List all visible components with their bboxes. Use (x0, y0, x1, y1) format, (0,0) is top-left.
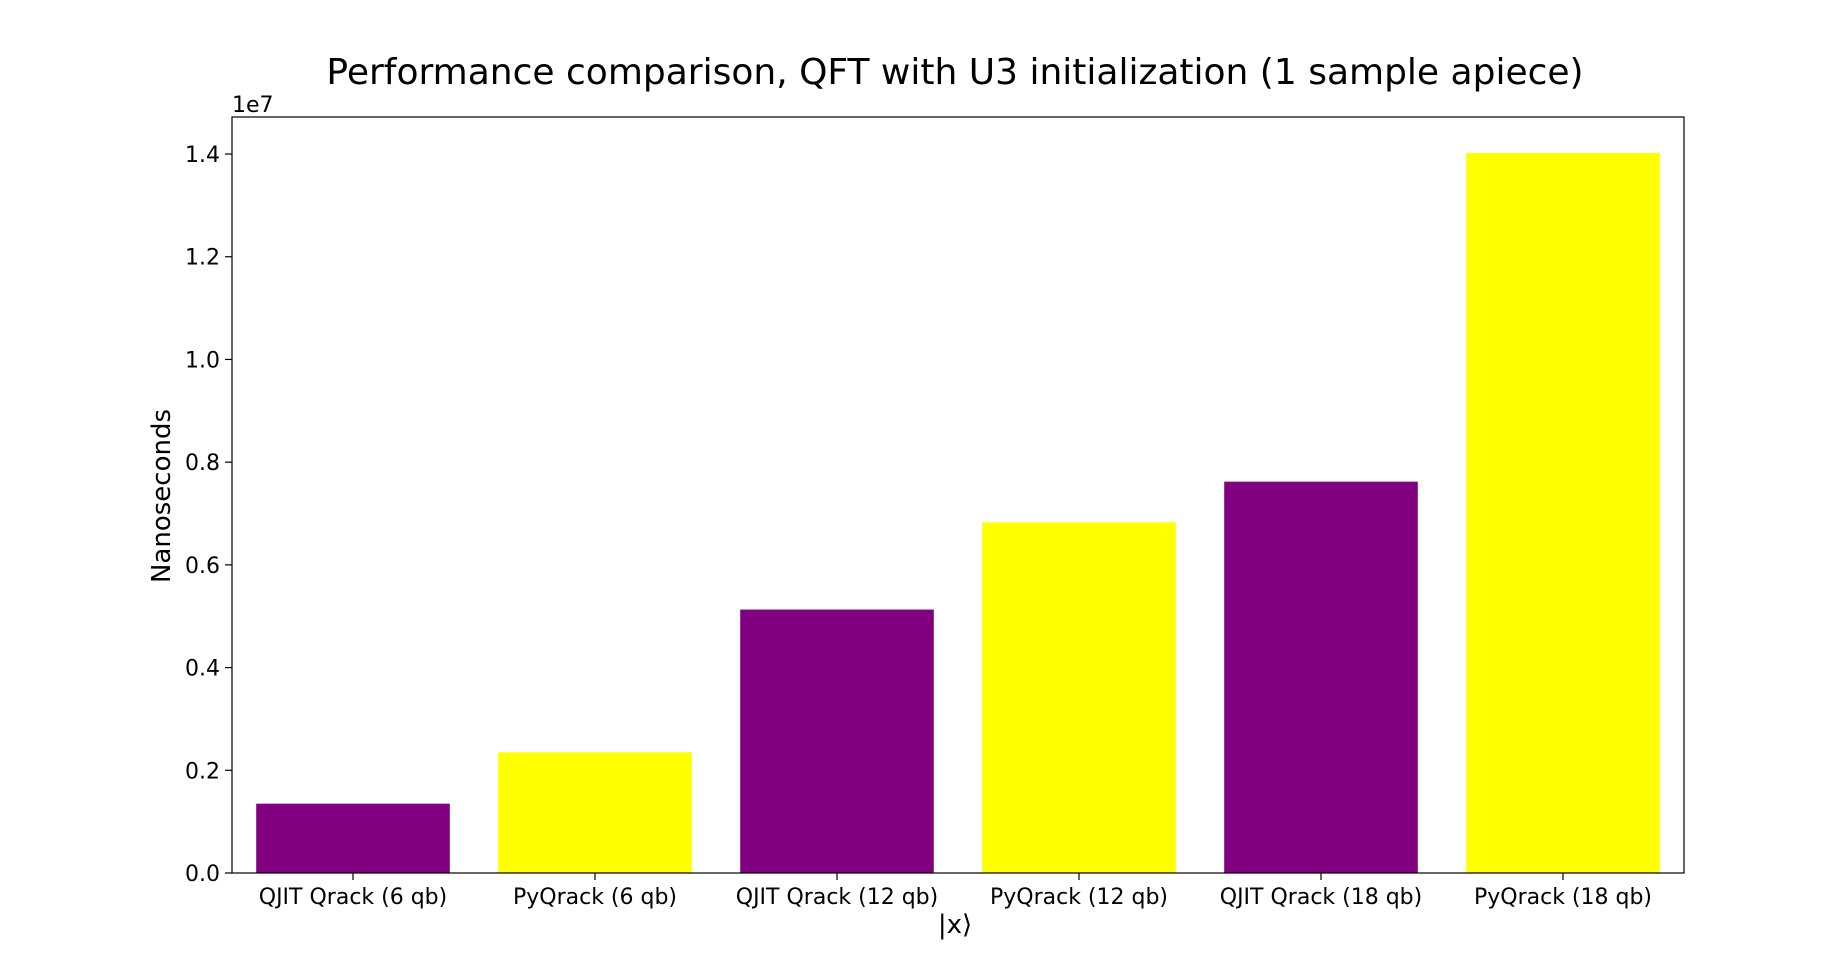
bar (740, 609, 934, 873)
bar (982, 522, 1176, 873)
x-tick-label: PyQrack (6 qb) (513, 885, 677, 910)
y-tick-label: 0.4 (185, 657, 220, 682)
y-offset-label: 1e7 (232, 93, 274, 118)
x-tick-label: PyQrack (12 qb) (990, 885, 1168, 910)
bar (256, 803, 450, 873)
y-axis-label: Nanoseconds (147, 409, 177, 583)
bar (498, 752, 692, 873)
y-tick-label: 0.0 (185, 862, 220, 887)
plot-frame (231, 116, 1685, 874)
x-tick-label: QJIT Qrack (12 qb) (736, 885, 938, 910)
bars-group (256, 153, 1660, 873)
ticks-group: QJIT Qrack (6 qb) PyQrack (6 qb) QJIT Qrac… (185, 143, 1652, 910)
x-tick-label: PyQrack (18 qb) (1474, 885, 1652, 910)
x-tick-label: QJIT Qrack (6 qb) (259, 885, 447, 910)
y-tick-label: 1.4 (185, 143, 220, 168)
y-tick-label: 1.0 (185, 348, 220, 373)
y-tick-label: 0.6 (185, 554, 220, 579)
y-tick-label: 0.8 (185, 451, 220, 476)
y-tick-label: 0.2 (185, 759, 220, 784)
bar (1466, 153, 1660, 873)
x-axis-label: |x⟩ (938, 910, 972, 940)
y-tick-label: 1.2 (185, 246, 220, 271)
bar (1224, 481, 1418, 873)
x-tick-label: QJIT Qrack (18 qb) (1220, 885, 1422, 910)
chart-title: Performance comparison, QFT with U3 init… (326, 52, 1583, 93)
